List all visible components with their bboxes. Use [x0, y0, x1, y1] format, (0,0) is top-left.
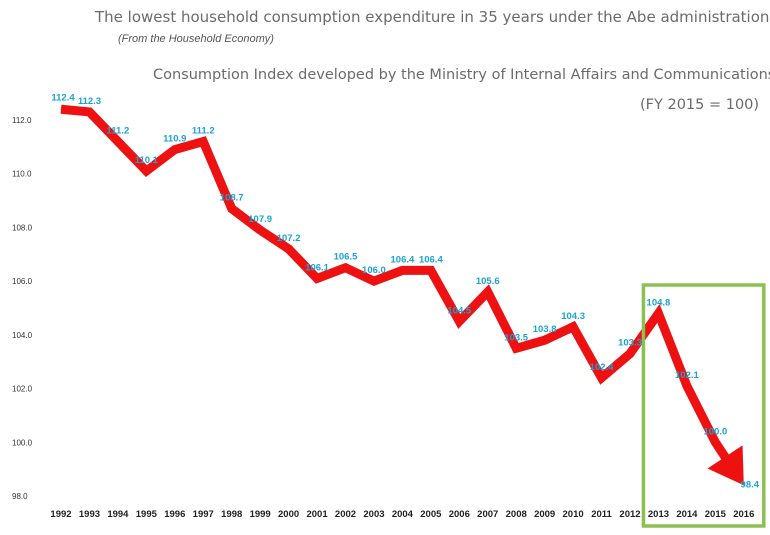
data-point	[288, 248, 290, 250]
x-tick-label: 2009	[534, 509, 555, 520]
data-label: 106.4	[419, 254, 443, 265]
data-point	[401, 269, 403, 271]
data-point	[572, 326, 574, 328]
x-tick-label: 2013	[648, 509, 669, 520]
data-label: 112.3	[78, 96, 101, 107]
x-tick-label: 2016	[733, 509, 754, 520]
data-point	[373, 280, 375, 282]
data-label: 106.1	[305, 262, 329, 273]
data-label: 103.5	[504, 332, 528, 343]
data-labels: 112.4 112.3 111.2 110.1 110.9 111.2 108.7 107.9…	[51, 92, 759, 490]
data-label: 108.7	[220, 193, 244, 204]
data-point	[345, 267, 346, 269]
index-title: Consumption Index developed by the Minis…	[153, 67, 770, 83]
data-point	[88, 111, 90, 113]
series-line	[60, 104, 744, 486]
x-tick-label: 1995	[136, 509, 158, 520]
data-point	[458, 320, 460, 322]
x-tick-label: 1998	[221, 509, 242, 520]
x-tick-label: 2006	[449, 509, 470, 520]
x-tick-label: 2010	[563, 509, 584, 520]
x-tick-label: 2012	[619, 509, 640, 520]
data-label: 111.2	[192, 125, 215, 136]
data-point	[174, 149, 176, 151]
x-tick-label: 1999	[250, 509, 271, 520]
data-label: 112.4	[51, 92, 75, 103]
chart-title: The lowest household consumption expendi…	[95, 8, 770, 26]
data-label: 106.5	[334, 252, 358, 263]
data-label: 103.8	[533, 324, 557, 335]
highlight-box	[641, 283, 766, 528]
x-tick-label: 2011	[591, 509, 612, 520]
data-label: 106.0	[362, 265, 386, 276]
x-tick-label: 2004	[392, 509, 414, 520]
data-point	[60, 108, 62, 110]
data-point	[430, 269, 432, 271]
data-point	[515, 347, 517, 349]
data-label: 102.4	[590, 362, 614, 373]
x-tick-label: 2003	[363, 509, 384, 520]
x-tick-label: 1996	[164, 509, 185, 520]
data-label: 110.1	[135, 155, 159, 166]
data-label: 107.9	[248, 214, 272, 225]
data-label: 104.5	[447, 305, 471, 316]
y-tick-label: 112.0	[12, 116, 32, 125]
data-point	[259, 229, 261, 231]
data-point	[316, 277, 318, 279]
x-tick-label: 2007	[477, 509, 498, 520]
base-year-note: (FY 2015 = 100)	[640, 97, 760, 113]
data-point	[629, 353, 631, 355]
data-label: 107.2	[277, 233, 301, 244]
data-label: 111.2	[107, 125, 130, 136]
data-point	[487, 291, 489, 293]
data-label: 100.0	[703, 426, 727, 437]
data-label: 105.6	[476, 276, 500, 287]
y-tick-label: 108.0	[12, 223, 33, 232]
y-tick-label: 102.0	[12, 385, 33, 394]
data-label: 110.9	[163, 134, 186, 145]
x-tick-label: 2001	[306, 509, 328, 520]
x-tick-label: 2002	[335, 509, 356, 520]
data-point	[202, 140, 204, 142]
y-tick-label: 100.0	[12, 438, 33, 447]
x-tick-label: 1992	[50, 509, 71, 520]
data-point	[686, 385, 688, 387]
x-tick-label: 1997	[193, 509, 214, 520]
data-label: 104.3	[561, 311, 585, 322]
x-tick-label: 2014	[676, 509, 698, 520]
y-tick-label: 104.0	[12, 331, 33, 340]
series-line-path	[60, 104, 731, 463]
y-tick-label: 98.0	[12, 492, 28, 501]
data-point	[544, 339, 546, 341]
data-point	[657, 312, 659, 314]
data-point	[601, 377, 603, 379]
x-tick-label: 1994	[107, 509, 129, 520]
x-tick-label: 2008	[506, 509, 527, 520]
data-label: 106.4	[391, 254, 415, 265]
data-point	[714, 441, 716, 443]
x-tick-label: 1993	[79, 509, 100, 520]
data-label: 103.3	[618, 338, 642, 349]
data-label: 98.4	[741, 479, 760, 490]
data-label: 104.8	[647, 297, 671, 308]
data-point	[145, 170, 147, 172]
x-tick-label: 2000	[278, 509, 299, 520]
data-point	[231, 208, 233, 210]
data-label: 102.1	[675, 370, 699, 381]
chart-subtitle: (From the Household Economy)	[118, 33, 274, 45]
x-tick-label: 2015	[705, 509, 727, 520]
trend-arrowhead	[707, 445, 744, 486]
y-tick-label: 106.0	[12, 277, 33, 286]
x-axis-ticks: 1992 1993 1994 1995 1996 1997 1998 1999 2000 2001…	[50, 509, 754, 520]
y-axis-ticks: 112.0 110.0 108.0 106.0 104.0 102.0 100.0 98.0	[12, 116, 33, 501]
data-point	[743, 484, 745, 486]
data-point	[117, 140, 119, 142]
y-tick-label: 110.0	[12, 170, 32, 179]
x-tick-label: 2005	[420, 509, 442, 520]
